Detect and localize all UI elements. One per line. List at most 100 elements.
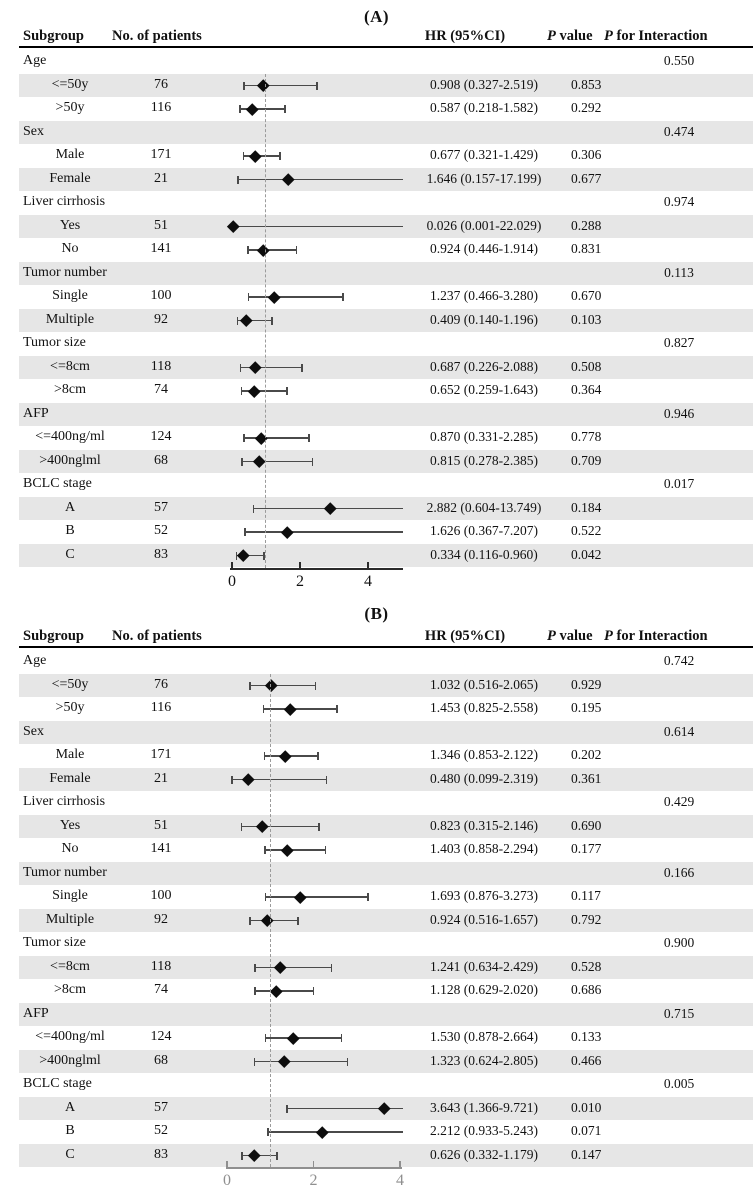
subgroup-row: Male 171 0.677 (0.321-1.429) 0.306 [19,144,753,168]
ci-cap-right [263,551,265,560]
subgroup-label: >400nglml [39,1052,101,1068]
hr-ci-text: 0.687 (0.226-2.088) [430,358,538,374]
p-value-text: 0.010 [571,1099,602,1115]
group-row: Liver cirrhosis 0.974 [19,191,753,215]
x-axis-tick [367,562,369,568]
hr-ci-text: 1.032 (0.516-2.065) [430,676,538,692]
patients-count: 68 [154,1052,168,1068]
patients-count: 92 [154,311,168,327]
point-estimate-diamond [269,984,282,997]
hr-ci-text: 1.626 (0.367-7.207) [430,523,538,538]
ci-cap-left [239,363,242,372]
subgroup-row: B 52 1.626 (0.367-7.207) 0.522 [19,520,753,544]
patients-count: 118 [150,358,172,374]
p-interaction-text: 0.946 [663,405,695,421]
p-value-text: 0.528 [571,958,602,974]
patients-count: 100 [150,288,172,303]
ci-cap-left [267,1128,269,1136]
point-estimate-diamond [256,79,269,92]
subgroup-label: Male [55,747,85,762]
ci-line [236,319,273,321]
panel-a-table-header: Subgroup No. of patients HR (95%CI) P va… [0,28,753,47]
ci-line [235,554,265,556]
x-axis-tick [399,1161,401,1167]
subgroup-label: Female [49,770,91,786]
ci-cap-left [239,105,241,113]
ci-cap-left [247,293,250,301]
ci-cap-right [271,316,273,325]
ci-cap-left [249,681,251,690]
x-axis-tick-label: 4 [396,1172,404,1189]
ci-cap-left [231,775,233,784]
subgroup-label: <=50y [51,76,89,92]
group-label: BCLC stage [23,476,92,491]
patients-count: 52 [154,1123,168,1138]
point-estimate-diamond [278,1055,291,1068]
subgroup-row: No 141 0.924 (0.446-1.914) 0.831 [19,238,753,262]
subgroup-row: Female 21 0.480 (0.099-2.319) 0.361 [19,767,753,791]
hr-ci-text: 0.587 (0.218-1.582) [430,100,538,115]
subgroup-row: >50y 116 0.587 (0.218-1.582) 0.292 [19,97,753,121]
ci-cap-right [286,387,288,395]
patients-count: 57 [154,1099,168,1115]
patients-count: 51 [154,217,168,233]
p-value-text: 0.792 [571,911,602,927]
hr-ci-text: 0.480 (0.099-2.319) [430,770,538,786]
group-row: Sex 0.614 [19,720,753,744]
point-estimate-diamond [248,1149,261,1162]
subgroup-row: Male 171 1.346 (0.853-2.122) 0.202 [19,744,753,768]
p-value-text: 0.466 [571,1052,602,1068]
subgroup-row: Multiple 92 0.924 (0.516-1.657) 0.792 [19,908,753,932]
point-estimate-diamond [274,961,287,974]
subgroup-label: >50y [55,100,85,115]
ci-cap-right [276,1151,278,1160]
ci-cap-right [340,1034,343,1042]
ci-cap-left [240,387,243,395]
patients-count: 116 [150,700,172,715]
ci-cap-right [295,246,298,254]
hr-ci-text: 3.643 (1.366-9.721) [430,1099,538,1115]
subgroup-row: >8cm 74 1.128 (0.629-2.020) 0.686 [19,979,753,1003]
hr-ci-text: 2.212 (0.933-5.243) [430,1123,538,1138]
patients-count: 92 [154,911,168,927]
patients-count: 76 [154,676,168,692]
col-header-subgroup: Subgroup [23,628,84,644]
header-underline [19,46,753,48]
point-estimate-diamond [237,549,250,562]
ci-cap-left [249,916,251,925]
col-header-hr-ci: HR (95%CI) [424,28,506,44]
group-row: Tumor number 0.113 [19,261,753,285]
p-italic: P [604,628,613,644]
hr-ci-text: 1.241 (0.634-2.429) [430,958,538,974]
p-value-text: 0.133 [571,1029,602,1044]
group-row: Tumor size 0.900 [19,932,753,956]
p-interaction-text: 0.715 [663,1005,695,1021]
group-label: Sex [23,723,44,739]
subgroup-row: A 57 3.643 (1.366-9.721) 0.010 [19,1096,753,1120]
hr-ci-text: 0.026 (0.001-22.029) [426,217,542,233]
ci-cap-right [279,152,281,160]
subgroup-row: Yes 51 0.823 (0.315-2.146) 0.690 [19,814,753,838]
p-value-text: 0.292 [571,100,602,115]
subgroup-label: <=400ng/ml [35,1029,105,1044]
subgroup-row: No 141 1.403 (0.858-2.294) 0.177 [19,838,753,862]
hr-ci-text: 0.626 (0.332-1.179) [430,1146,538,1162]
ci-cap-left [262,705,265,713]
group-label: Age [23,653,47,668]
p-value-text: 0.177 [571,841,602,856]
point-estimate-diamond [281,843,294,856]
patients-count: 171 [150,747,172,762]
col-header-patients: No. of patients [112,28,202,44]
p-italic: P [547,28,556,44]
group-label: Liver cirrhosis [23,194,106,209]
subgroup-label: No [61,241,79,256]
subgroup-label: <=8cm [50,958,90,974]
hr-ci-text: 1.237 (0.466-3.280) [430,288,538,303]
ci-cap-right [297,916,299,925]
subgroup-label: Female [49,170,91,186]
hr-ci-text: 0.924 (0.516-1.657) [430,911,538,927]
point-estimate-diamond [283,702,296,715]
ci-cap-right [316,81,318,90]
subgroup-row: <=400ng/ml 124 0.870 (0.331-2.285) 0.778 [19,426,753,450]
hr-ci-text: 1.403 (0.858-2.294) [430,841,538,856]
